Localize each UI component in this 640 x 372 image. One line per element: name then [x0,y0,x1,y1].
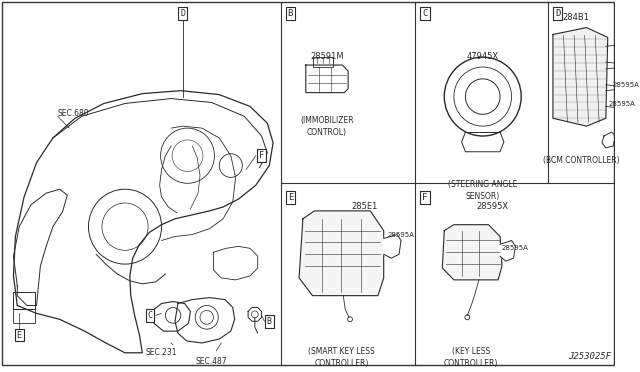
Polygon shape [442,225,502,280]
Text: SEC.231: SEC.231 [146,348,177,357]
Bar [13,292,35,310]
Polygon shape [384,234,401,258]
Text: (SMART KEY LESS
CONTROLLER): (SMART KEY LESS CONTROLLER) [308,347,375,368]
Text: J253025F: J253025F [568,352,611,361]
Text: C: C [422,9,428,18]
Text: C: C [147,311,152,320]
Text: (BCM CONTROLLER): (BCM CONTROLLER) [543,156,620,165]
Text: 28591M: 28591M [310,52,344,61]
Text: (IMMOBILIZER
CONTROL): (IMMOBILIZER CONTROL) [300,116,354,137]
Polygon shape [500,240,515,261]
Text: 28595A: 28595A [609,102,636,108]
Text: 285E1: 285E1 [351,202,378,211]
Text: 28595A: 28595A [502,245,529,251]
Text: (KEY LESS
CONTROLLER): (KEY LESS CONTROLLER) [444,347,499,368]
Text: 28595A: 28595A [388,231,415,237]
Bar [314,57,333,67]
Text: 28595X: 28595X [476,202,508,211]
Text: D: D [180,9,185,18]
Text: B: B [288,9,293,18]
Polygon shape [299,211,384,296]
Text: F: F [259,151,264,160]
Text: SEC.487: SEC.487 [196,357,227,366]
Text: 47945X: 47945X [467,52,499,61]
Text: D: D [555,9,561,18]
Text: F: F [422,193,428,202]
Polygon shape [553,28,608,126]
Text: SEC.680: SEC.680 [58,109,90,118]
Text: E: E [288,193,293,202]
Text: 284B1: 284B1 [563,13,589,22]
Text: 28595A: 28595A [612,82,639,88]
Bar [13,310,35,323]
Text: B: B [267,317,272,326]
Text: E: E [17,331,22,340]
Text: (STEERING ANGLE
SENSOR): (STEERING ANGLE SENSOR) [448,180,517,201]
